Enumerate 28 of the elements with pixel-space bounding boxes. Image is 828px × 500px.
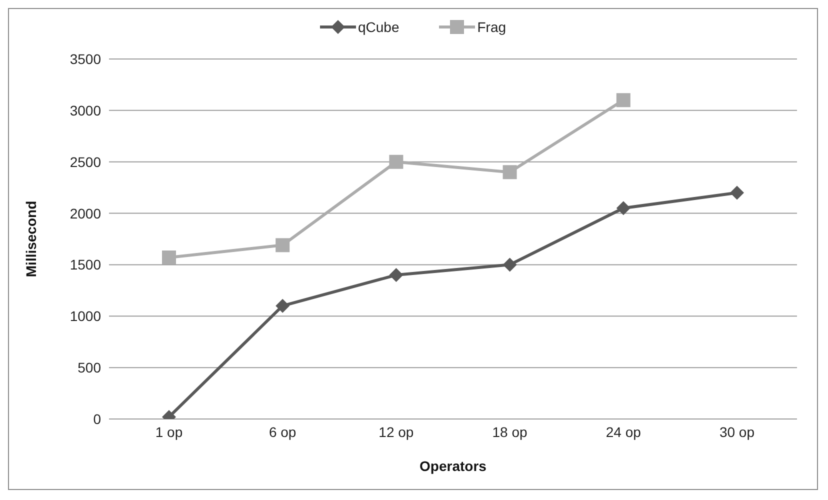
x-tick-label: 1 op: [155, 424, 183, 440]
y-tick-label: 2500: [70, 154, 102, 170]
point: [276, 298, 290, 313]
point: [276, 238, 290, 252]
y-tick-label: 0: [93, 410, 102, 427]
x-tick-label: 6 op: [268, 424, 296, 440]
y-tick-label: 1500: [70, 256, 102, 273]
x-tick-label: 30 op: [719, 424, 755, 440]
point: [502, 258, 517, 272]
point: [730, 186, 744, 200]
x-tick-label: 12 op: [378, 424, 414, 440]
x-tick-label: 24 op: [606, 424, 642, 440]
y-tick-label: 500: [78, 360, 102, 376]
point: [162, 250, 176, 265]
point: [389, 268, 404, 282]
y-tick-label: 3500: [70, 50, 102, 67]
point: [502, 165, 517, 180]
y-tick-label: 3000: [70, 102, 102, 118]
x-tick-label: 18 op: [492, 424, 528, 440]
legend-label: qCube: [356, 19, 400, 35]
point: [616, 201, 630, 216]
x-axis-title: Operators: [420, 458, 487, 474]
y-axis-title: Millisecond: [22, 200, 39, 278]
y-tick-label: 1000: [70, 308, 102, 324]
y-tick-label: 2000: [70, 205, 102, 222]
point: [616, 93, 630, 108]
point: [389, 154, 404, 169]
legend-label: Frag: [476, 19, 506, 35]
